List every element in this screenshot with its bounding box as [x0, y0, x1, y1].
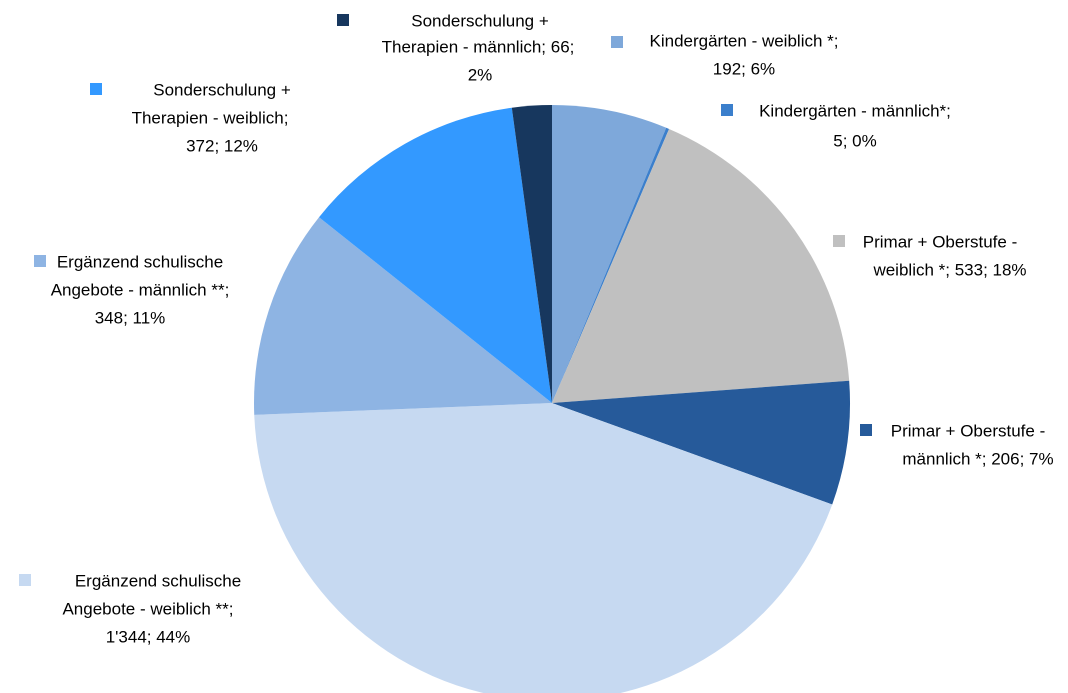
- data-label: 1'344; 44%: [106, 627, 191, 646]
- data-label: Therapien - männlich; 66;: [382, 37, 575, 56]
- data-label: 348; 11%: [95, 308, 166, 327]
- data-label: 192; 6%: [713, 59, 775, 78]
- data-label: Angebote - weiblich **;: [62, 599, 233, 618]
- data-label: weiblich *; 533; 18%: [872, 260, 1026, 279]
- data-label: Angebote - männlich **;: [51, 280, 230, 299]
- legend-marker: [19, 574, 31, 586]
- data-label: Sonderschulung +: [153, 80, 291, 99]
- legend-marker: [90, 83, 102, 95]
- data-label: 372; 12%: [186, 136, 258, 155]
- data-label: 2%: [468, 65, 493, 84]
- slice: [552, 127, 670, 404]
- data-label: Kindergärten - männlich*;: [759, 101, 951, 120]
- data-label: männlich *; 206; 7%: [902, 449, 1053, 468]
- data-label: Sonderschulung +: [411, 11, 549, 30]
- legend-marker: [860, 424, 872, 436]
- legend-marker: [611, 36, 623, 48]
- slice: [552, 105, 667, 403]
- data-label: Kindergärten - weiblich *;: [650, 31, 839, 50]
- data-label: Therapien - weiblich;: [132, 108, 289, 127]
- data-label: Ergänzend schulische: [57, 252, 223, 271]
- data-label: Primar + Oberstufe -: [891, 421, 1045, 440]
- slice: [511, 105, 552, 403]
- legend-marker: [337, 14, 349, 26]
- legend-marker: [34, 255, 46, 267]
- slice: [319, 107, 552, 403]
- slice: [552, 128, 850, 403]
- data-label: 5; 0%: [833, 131, 876, 150]
- slice: [254, 217, 553, 415]
- legend-marker: [721, 104, 733, 116]
- legend-marker: [833, 235, 845, 247]
- data-label: Primar + Oberstufe -: [863, 232, 1017, 251]
- slice: [254, 403, 833, 693]
- slice: [552, 380, 850, 505]
- data-label: Ergänzend schulische: [75, 571, 241, 590]
